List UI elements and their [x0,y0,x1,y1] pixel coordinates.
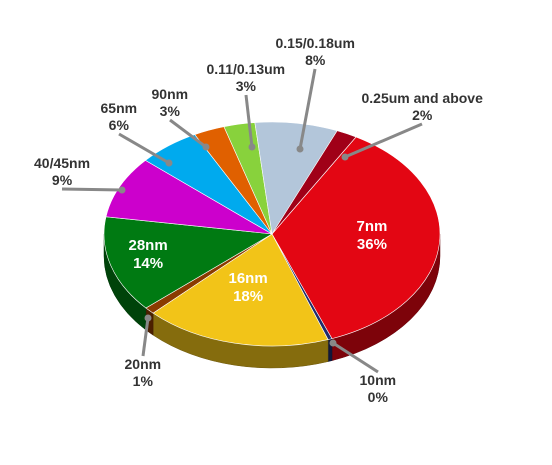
slice-label-20nm: 20nm 1% [125,356,162,390]
leader-line-65nm [118,132,170,165]
slice-label-name: 0.11/0.13um [206,61,286,77]
slice-label-name: 65nm [100,100,138,116]
slice-label-name: 0.15/0.18um [275,35,355,51]
leader-line-0-11-0-13um [244,94,254,148]
slice-label-percent: 3% [235,78,256,94]
slice-label-percent: 2% [412,107,433,123]
leader-dot-40-45nm [118,186,126,194]
leader-dot-0-25um-and-above [341,153,349,161]
leader-dot-10nm [329,339,337,347]
leader-line-10nm [332,341,379,374]
slice-label-name: 16nm [228,270,268,287]
leader-line-90nm [169,118,207,149]
slice-label-percent: 9% [51,172,73,188]
pie-slice-28nm [103,216,273,309]
leader-dot-0-15-0-18um [296,145,304,153]
leader-lines [61,68,423,374]
slice-label-90nm: 90nm 3% [152,86,189,120]
slice-label-10nm: 10nm 0% [360,372,397,406]
slice-label-16nm: 16nm 18% [229,270,268,306]
slice-label-percent: 1% [132,373,153,389]
slice-label-name: 0.25um and above [361,90,483,106]
slice-label-percent: 3% [159,103,180,119]
slice-label-0-15-0-18um: 0.15/0.18um 8% [276,35,355,69]
slice-label-percent: 0% [367,389,388,405]
slice-label-40-45nm: 40/45nm 9% [34,155,90,189]
pie-slice-16nm [152,233,329,347]
slice-label-percent: 6% [108,117,129,133]
slice-label-name: 90nm [151,86,189,102]
leader-dot-0-11-0-13um [248,143,256,151]
slice-label-28nm: 28nm 14% [129,237,168,273]
slice-label-percent: 36% [356,236,387,253]
pie-top-faces [103,121,441,347]
leader-line-0-25um-and-above [344,122,423,159]
slice-label-percent: 18% [233,288,264,305]
leader-line-0-15-0-18um [298,68,317,150]
pie-slice-40-45nm [105,159,273,235]
pie-slice-7nm [271,136,441,339]
slice-label-name: 28nm [128,237,168,254]
slice-label-name: 10nm [359,372,397,388]
leader-dot-65nm [165,159,173,167]
slice-label-name: 7nm [356,218,388,235]
leader-dot-20nm [144,314,152,322]
slice-label-0-25um-and-above: 0.25um and above 2% [362,90,483,124]
slice-label-7nm: 7nm 36% [357,218,388,254]
leader-line-20nm [141,317,150,357]
slice-label-name: 40/45nm [34,155,91,171]
slice-label-name: 20nm [124,356,162,372]
leader-line-40-45nm [61,187,123,192]
pie-slice-0-25um-and-above [271,130,357,235]
slice-label-0-11-0-13um: 0.11/0.13um 3% [207,61,286,95]
leader-dot-90nm [202,143,210,151]
slice-label-65nm: 65nm 6% [101,100,138,134]
slice-label-percent: 14% [133,255,164,272]
slice-label-percent: 8% [305,52,326,68]
